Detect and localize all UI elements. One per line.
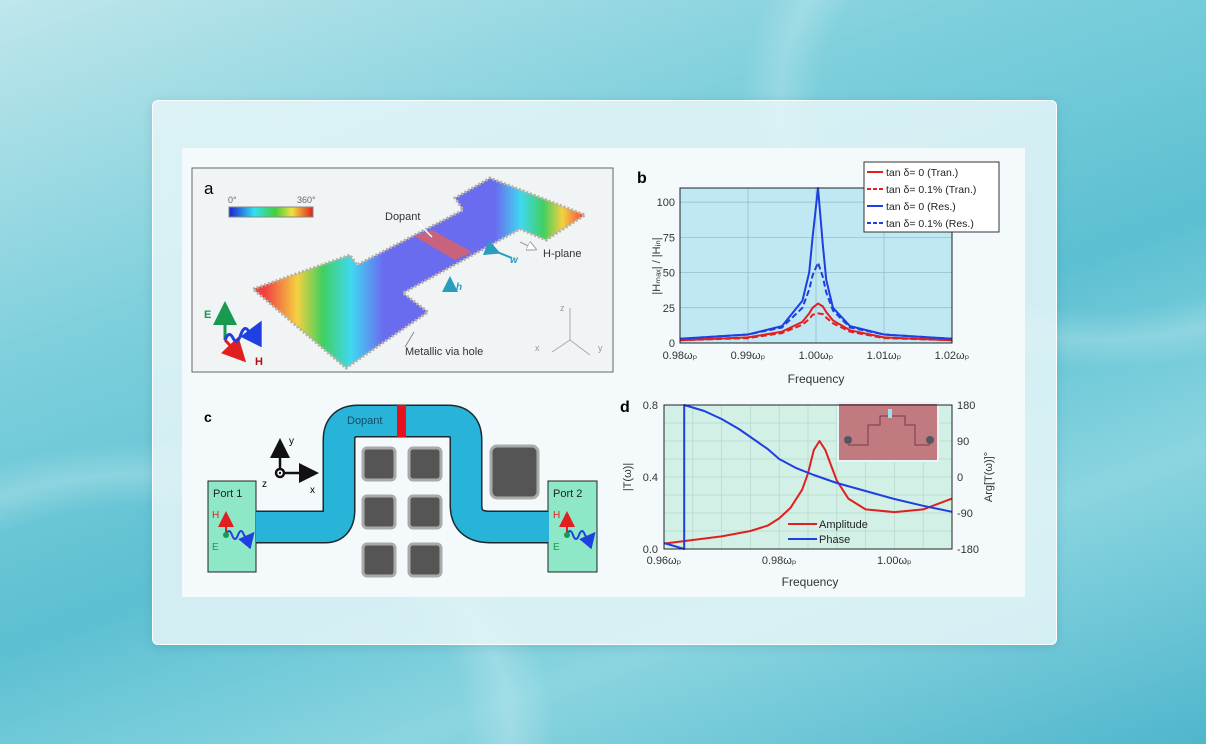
y-right-axis-label: Arg[T(ω)]° [983,452,995,502]
dopant-region-3d [414,230,472,260]
panel-a: a 0° 360° Dopant H-plane w h Metallic vi… [191,167,614,373]
x-tick-label: 0.98ωₚ [663,350,698,362]
axis-z-label-a: z [560,303,565,313]
inset-circuit-trace [848,415,930,446]
axis-x-label-a: x [535,343,540,353]
port-2-label: Port 2 [553,488,582,500]
series-line [679,261,953,340]
chart-d: d 0.96ωₚ 0.98ωₚ 1.00ωₚ 0.0 0.4 0.8 -180 -90 0 90 1… [620,399,995,589]
legend-entry: tan δ= 0 (Tran.) [886,167,958,179]
series-line [663,440,953,545]
colorbar [228,206,314,218]
legend-entry: Phase [819,534,850,546]
y-tick-label: 100 [657,197,675,209]
coordinate-axes-c [270,438,319,483]
panel-label-a: a [204,179,214,198]
dopant-label-a: Dopant [385,211,420,223]
x-tick-label: 1.00ωₚ [799,350,834,362]
colorbar-max: 360° [297,195,316,205]
legend-box [863,161,1000,233]
x-axis-label: Frequency [782,575,839,589]
y-right-tick-label: 180 [957,400,975,412]
axis-z-label-c: z [262,479,267,490]
x-tick-label: 0.98ωₚ [762,555,797,567]
h-field-arrow [220,336,247,363]
x-tick-label: 1.02ωₚ [935,350,970,362]
w-label: w [510,255,519,266]
dielectric-pillars [361,444,540,578]
via-hole-label: Metallic via hole [405,346,483,358]
h-label-port2: H [553,510,560,521]
e-label-port2: E [553,542,560,553]
legend-entry: tan δ= 0 (Res.) [886,201,956,213]
x-axis-label: Frequency [788,372,845,386]
series-line [679,312,953,342]
w-arrow [482,240,513,259]
port-1-label: Port 1 [213,488,242,500]
y-right-tick-label: 0 [957,472,963,484]
panel-c: c Dopant y z x Port 1 Port 2 H E [204,404,598,578]
x-tick-label: 0.96ωₚ [647,555,682,567]
h-field-label: H [255,356,263,368]
y-tick-label: 50 [663,268,675,280]
y-right-tick-label: -180 [957,544,979,556]
dopant-region-2d [397,405,406,437]
y-tick-label: 75 [663,232,675,244]
panel-label-b: b [637,170,647,187]
h-plane-arrow [519,242,535,249]
series-line [663,404,953,550]
y-right-tick-label: -90 [957,508,973,520]
via-pointer [404,331,415,348]
waveguide-3d [250,176,589,370]
port-1-fields [218,511,255,550]
plot-border [663,404,953,550]
inset-dopant [888,409,892,418]
coordinate-axes-icon [551,308,591,356]
axis-y-label-c: y [289,436,294,447]
e-label-port1: E [212,542,219,553]
chart-b: b 0.98ωₚ 0.99ωₚ 1.00ωₚ 1.01ωₚ 1.02ωₚ 0 25 50 75 1… [637,161,1000,386]
series-line [679,302,953,342]
legend-entry: tan δ= 0.1% (Res.) [886,218,974,230]
x-tick-label: 1.01ωₚ [867,350,902,362]
y-tick-label: 0.0 [643,544,658,556]
axis-x-label-c: x [310,485,315,496]
wave-vector-icon [223,320,262,348]
legend-entry: Amplitude [819,519,868,531]
panel-label-c: c [204,409,212,425]
y-tick-label: 25 [663,303,675,315]
y-tick-label: 0 [669,338,675,350]
x-tick-label: 0.99ωₚ [731,350,766,362]
dopant-label-c: Dopant [347,415,382,427]
h-label-port1: H [212,510,219,521]
h-plane-label: H-plane [543,248,582,260]
panel-label-d: d [620,399,630,416]
y-right-tick-label: 90 [957,436,969,448]
e-field-label: E [204,309,211,321]
y-axis-label: |Hₘₐₓ| / |Hᵢₙ| [651,237,663,294]
h-label: h [456,282,462,293]
y-tick-label: 0.4 [643,472,658,484]
y-tick-label: 0.8 [643,400,658,412]
x-tick-label: 1.00ωₚ [877,555,912,567]
y-axis-label: |T(ω)| [622,463,634,491]
colorbar-min: 0° [228,195,237,205]
port-2-fields [559,511,596,550]
dopant-pointer [417,222,433,238]
inset-connector [926,436,934,444]
axis-y-label-a: y [598,343,603,353]
plot-border [679,187,953,344]
inset-connector [844,436,852,444]
legend-entry: tan δ= 0.1% (Tran.) [886,184,976,196]
